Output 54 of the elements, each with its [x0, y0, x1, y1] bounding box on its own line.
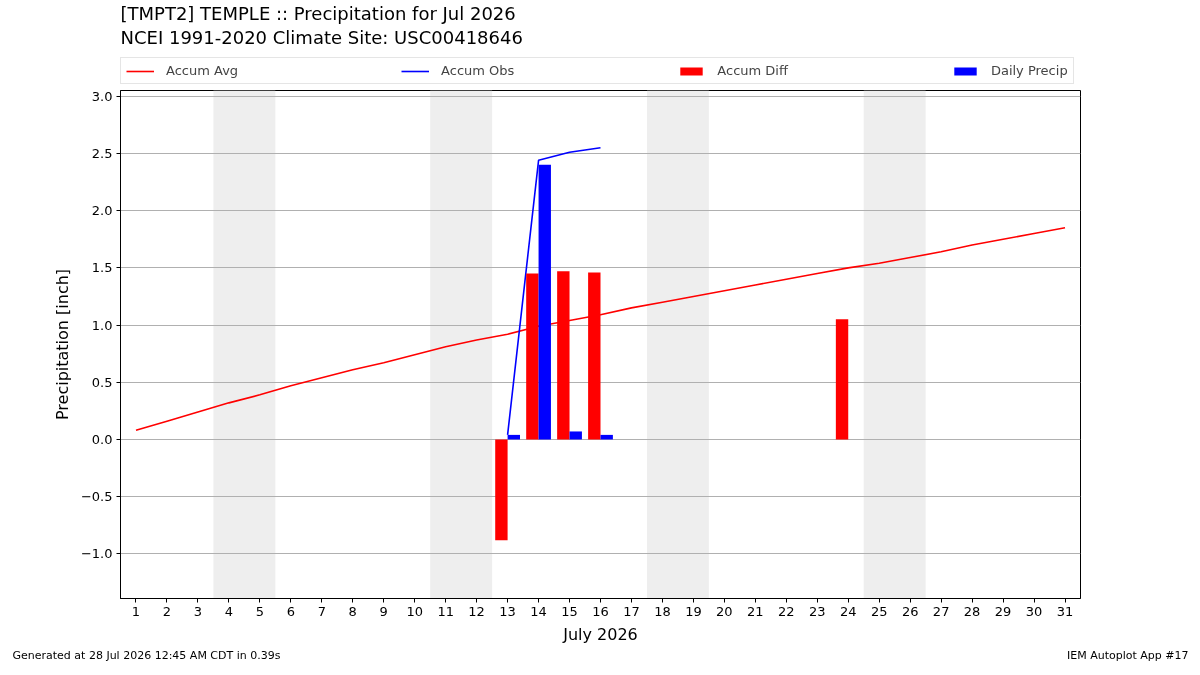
x-tick-label: 23 [809, 603, 826, 619]
bar [835, 319, 849, 440]
bar [569, 431, 582, 440]
chart-title: [TMPT2] TEMPLE :: Precipitation for Jul 2026 [120, 2, 516, 24]
legend-label: Accum Obs [441, 63, 515, 78]
x-tick-label: 29 [994, 603, 1012, 619]
x-tick-label: 5 [255, 603, 264, 619]
y-tick-label: 1.0 [91, 317, 113, 333]
text: Generated at 28 Jul 2026 12:45 AM CDT in 0.39s [12, 649, 281, 662]
x-tick-label: 1 [131, 603, 141, 619]
x-tick-label: 20 [716, 603, 733, 619]
y-tick-label: 1.5 [91, 260, 113, 276]
y-tick-label: −0.5 [80, 489, 113, 505]
y-axis-title: Precipitation [inch] [52, 268, 72, 421]
x-tick-label: 17 [623, 603, 640, 619]
y-tick-label: 0.0 [91, 431, 113, 447]
legend-label: Accum Diff [717, 63, 788, 78]
y-tick-label: 2.0 [91, 203, 113, 219]
x-tick-label: 30 [1025, 603, 1043, 619]
x-tick-label: 27 [932, 603, 950, 619]
x-tick-label: 31 [1056, 603, 1074, 619]
x-tick-label: 25 [870, 603, 888, 619]
x-tick-label: 4 [224, 603, 234, 619]
x-tick-label: 24 [839, 603, 857, 619]
line-series [506, 146, 602, 436]
x-tick-label: 8 [348, 603, 357, 619]
x-tick-label: 12 [468, 603, 485, 619]
y-tick-label: 3.0 [91, 88, 113, 104]
chart-subtitle: NCEI 1991-2020 Climate Site: USC00418646 [120, 26, 523, 48]
x-tick-label: 9 [379, 603, 388, 619]
x-tick-label: 6 [286, 603, 295, 619]
x-tick-label: 3 [193, 603, 203, 619]
x-tick-label: 16 [592, 603, 609, 619]
x-tick-label: 14 [530, 603, 547, 619]
y-tick-label: 2.5 [91, 145, 113, 161]
x-tick-label: 2 [162, 603, 172, 619]
x-tick-label: 26 [901, 603, 919, 619]
y-tick-label: 0.5 [91, 374, 113, 390]
x-tick-label: 22 [778, 603, 795, 619]
legend-label: Daily Precip [990, 63, 1068, 78]
x-tick-label: 10 [406, 603, 423, 619]
bar [495, 439, 508, 541]
x-tick-label: 21 [747, 603, 764, 619]
legend-label: Accum Avg [166, 63, 239, 78]
x-tick-label: 13 [499, 603, 516, 619]
x-tick-label: 19 [685, 603, 702, 619]
x-axis-title: July 2026 [562, 624, 638, 644]
x-tick-label: 15 [561, 603, 578, 619]
text: IEM Autoplot App #17 [1067, 649, 1189, 662]
x-tick-label: 7 [317, 603, 326, 619]
y-tick-label: −1.0 [80, 546, 113, 562]
x-tick-label: 18 [654, 603, 671, 619]
x-tick-label: 11 [437, 603, 454, 619]
x-tick-label: 28 [963, 603, 981, 619]
